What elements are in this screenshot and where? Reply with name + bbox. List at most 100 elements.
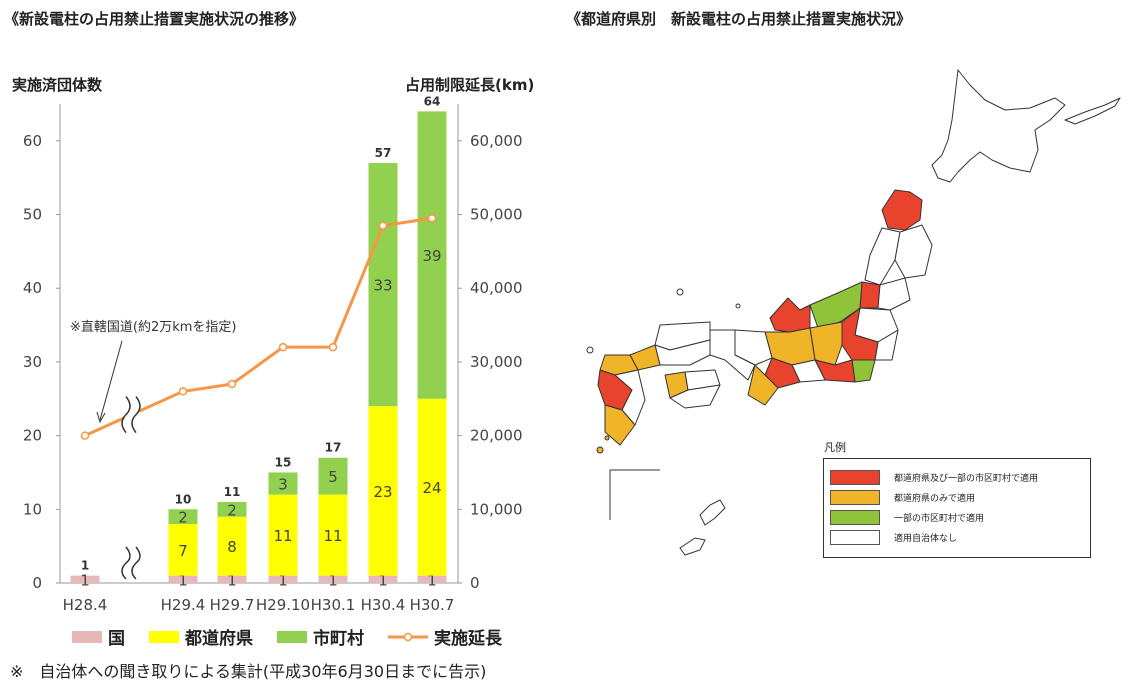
axis-break-mark <box>131 396 141 434</box>
bar-value-label: 11 <box>323 527 342 545</box>
right-tick-label: 50,000 <box>470 206 523 224</box>
bar-segment <box>368 575 398 583</box>
map-legend-swatch <box>830 489 880 505</box>
map-region-aomori <box>881 189 923 231</box>
map-legend-label: 都道府県のみで適用 <box>894 493 976 504</box>
right-tick-label: 10,000 <box>470 500 523 518</box>
bar-total-label: 64 <box>424 94 441 108</box>
axis-break-mark <box>121 546 131 580</box>
legend-item-length: 実施延長 <box>388 624 502 649</box>
bar-value-label: 24 <box>422 479 441 497</box>
japan-map <box>586 69 1121 556</box>
map-legend-row: 適用自治体なし <box>830 527 1090 547</box>
legend-label: 国 <box>108 629 125 649</box>
x-tick-label: H30.4 <box>361 596 406 614</box>
line-point <box>378 221 388 230</box>
right-tick-label: 60,000 <box>470 132 523 150</box>
map-region-kochi <box>669 384 721 409</box>
right-tick-label: 0 <box>470 574 480 592</box>
bar-segment <box>417 575 447 583</box>
legend-swatch <box>277 630 307 643</box>
legend-swatch <box>72 630 102 643</box>
map-legend: 凡例 都道府県及び一部の市区町村で適用 都道府県のみで適用 一部の市区町村で適用… <box>823 441 1091 558</box>
line-point <box>328 342 338 352</box>
bar-value-label: 2 <box>178 509 188 527</box>
bar-value-label: 33 <box>373 277 392 295</box>
map-region-mie <box>764 357 801 389</box>
line-segment <box>84 416 125 437</box>
bar-segment <box>217 501 247 517</box>
bar-segment <box>217 516 247 576</box>
bar-value-label: 1 <box>427 571 437 589</box>
map-legend-row: 都道府県のみで適用 <box>830 487 1090 507</box>
legend-label: 都道府県 <box>185 629 253 649</box>
right-tick-label: 40,000 <box>470 279 523 297</box>
bar-value-label: 1 <box>227 571 237 589</box>
x-tick-label: H30.1 <box>311 596 356 614</box>
left-tick-label: 50 <box>23 206 42 224</box>
chart-title: 《新設電柱の占用禁止措置実施状況の推移》 <box>4 10 305 28</box>
left-tick-label: 20 <box>23 427 42 445</box>
map-legend-row: 一部の市区町村で適用 <box>830 507 1090 527</box>
chart-area: 0 10 20 30 40 50 60 0 10,000 20,000 30,000 40,000 50… <box>23 94 523 614</box>
map-region-hokkaido <box>931 69 1066 183</box>
legend-label: 実施延長 <box>434 629 502 649</box>
annotation-arrowhead <box>96 411 106 424</box>
map-legend-swatch <box>830 509 880 525</box>
map-legend-row: 都道府県及び一部の市区町村で適用 <box>830 467 1090 487</box>
map-region-tohoku-west <box>864 227 901 286</box>
left-tick-label: 10 <box>23 500 42 518</box>
bar-segment <box>168 524 198 576</box>
line-point <box>278 342 288 352</box>
footnote: ※ 自治体への聞き取りによる集計(平成30年6月30日までに告示) <box>10 662 487 681</box>
left-tick-label: 30 <box>23 353 42 371</box>
bar-segment <box>268 472 298 495</box>
right-tick-label: 30,000 <box>470 353 523 371</box>
bar-value-label: 2 <box>227 501 237 519</box>
map-region-iwate <box>894 224 933 279</box>
bar-segment <box>368 162 398 407</box>
legend-item-municipality: 市町村 <box>277 624 364 649</box>
annotation-text: ※直轄国道(約2万kmを指定) <box>70 319 237 335</box>
bar-value-label: 23 <box>373 483 392 501</box>
bar-value-label: 1 <box>328 571 338 589</box>
bar-segment <box>217 575 247 583</box>
bar-value-label: 11 <box>273 527 292 545</box>
bar-segment <box>70 575 100 583</box>
line-point <box>227 379 237 389</box>
x-tick-label: H29.4 <box>161 596 206 614</box>
left-axis-title: 実施済団体数 <box>12 76 103 94</box>
map-legend-label: 都道府県及び一部の市区町村で適用 <box>894 473 1039 484</box>
bar-segment <box>168 575 198 583</box>
bar-total-label: 10 <box>175 492 192 506</box>
bar-segment <box>417 398 447 576</box>
bar-total-label: 15 <box>275 455 292 469</box>
map-legend-title: 凡例 <box>824 441 846 454</box>
bar-value-label: 39 <box>422 247 441 265</box>
chart-legend: 国 都道府県 市町村 実施延長 <box>72 624 502 649</box>
bar-segment <box>318 575 348 583</box>
line-point <box>178 387 188 396</box>
map-title: 《都道府県別 新設電柱の占用禁止措置実施状況》 <box>566 10 912 28</box>
annotation-arrow <box>99 340 123 421</box>
x-tick-label: H29.7 <box>210 596 255 614</box>
bar-value-label: 3 <box>278 476 288 494</box>
bar-value-label: 1 <box>278 571 288 589</box>
x-tick-label: H30.7 <box>410 596 455 614</box>
legend-line-swatch <box>388 632 428 641</box>
map-region-yamagata <box>859 281 881 309</box>
legend-label: 市町村 <box>313 629 364 649</box>
bar-value-label: 1 <box>80 571 90 589</box>
map-region-kagoshima <box>604 404 636 446</box>
x-tick-label: H28.4 <box>63 596 108 614</box>
map-region-chiba <box>851 359 876 383</box>
line-point <box>427 213 437 223</box>
line-point <box>80 431 90 440</box>
bar-segment <box>168 509 198 525</box>
map-legend-swatch <box>830 469 880 485</box>
map-region-tochigi-gunma <box>841 307 879 361</box>
map-region-nara-wakayama <box>747 364 779 406</box>
bar-segment <box>268 575 298 583</box>
bar-segment <box>268 494 298 576</box>
bar-total-label: 11 <box>224 485 241 499</box>
